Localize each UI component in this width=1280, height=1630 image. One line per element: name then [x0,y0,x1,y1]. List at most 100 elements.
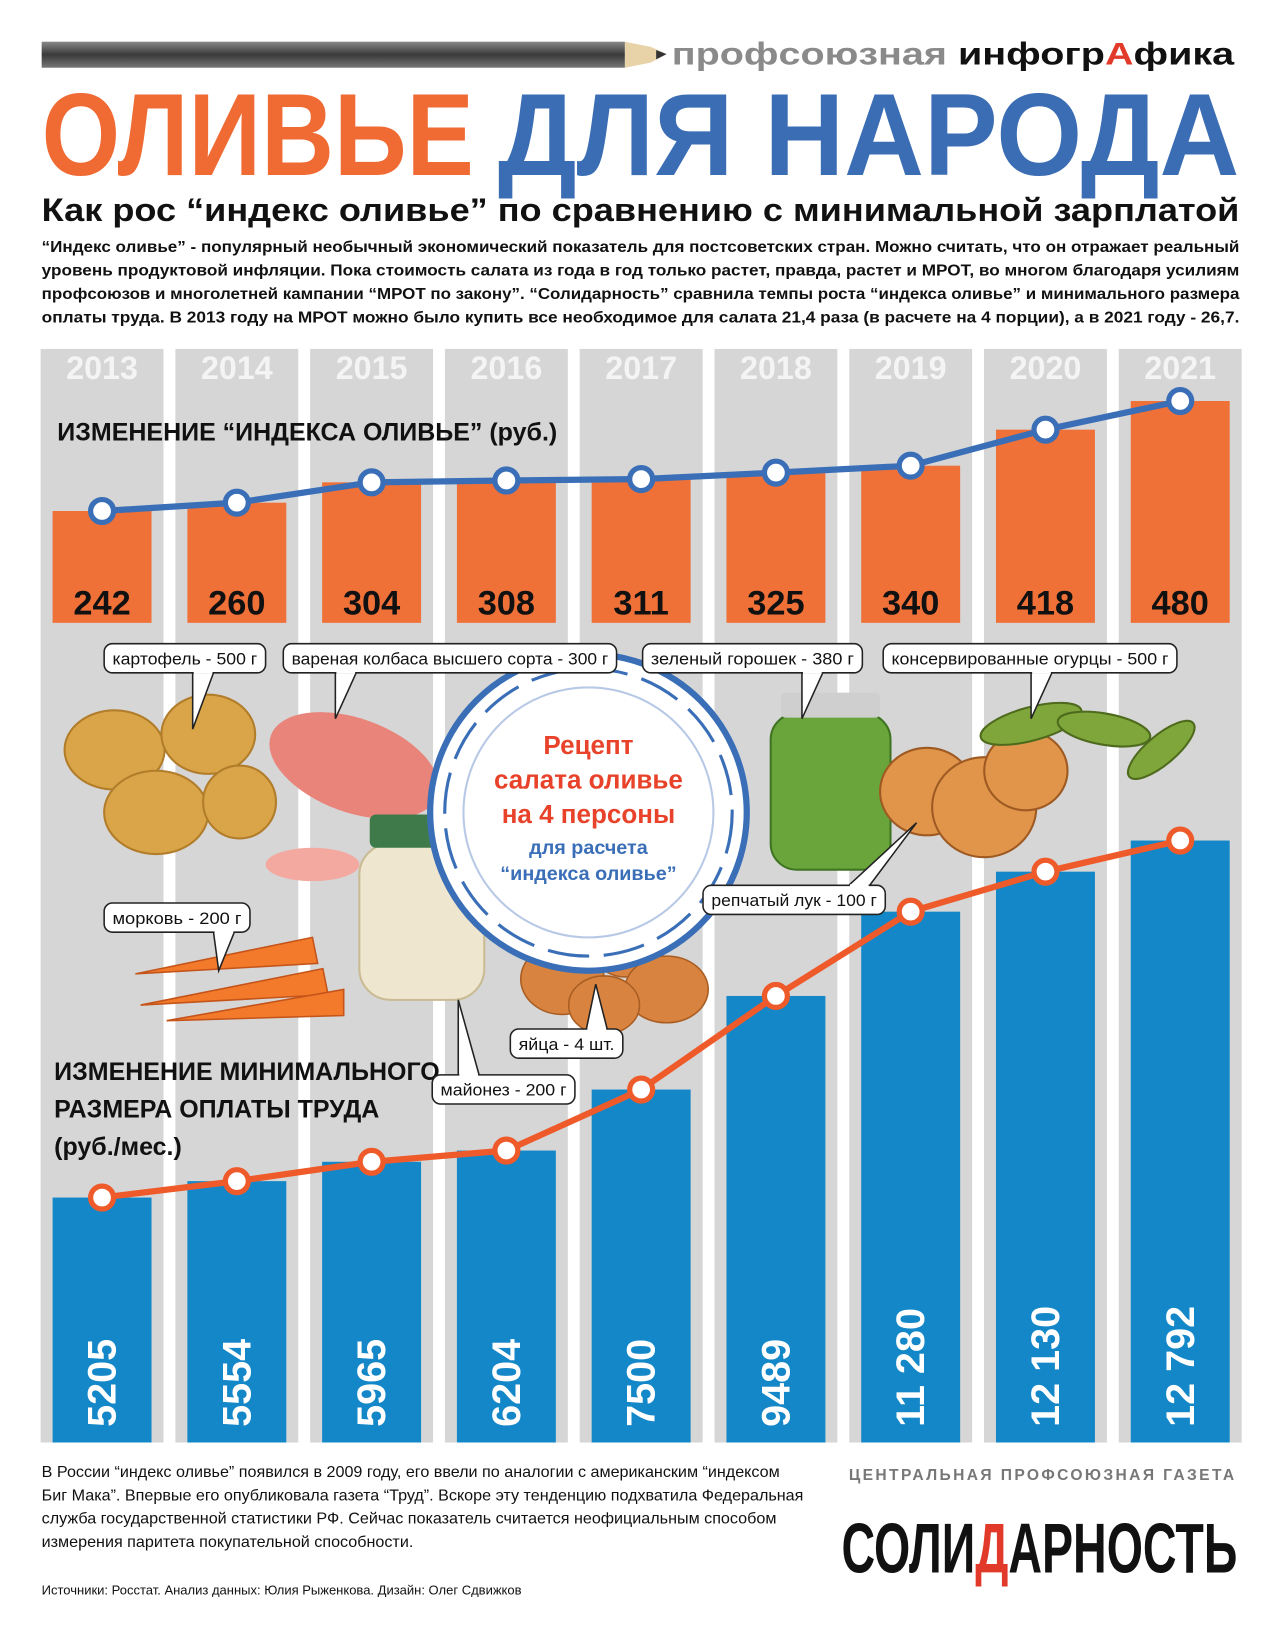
bar [591,479,691,623]
sources: Источники: Росстат. Анализ данных: Юлия … [42,1583,522,1598]
callout-label: зеленый горошек - 380 г [651,650,854,669]
bar [1130,401,1230,623]
point [1166,826,1195,855]
x-tick-label: 2021 [1144,350,1216,386]
callout-label: репчатый лук - 100 г [711,891,877,910]
value-label: 304 [343,585,400,623]
intro-line: “Индекс оливье” - популярный необычный э… [42,239,1240,256]
value-label: 9489 [754,1339,798,1427]
newspaper-name: СОЛИДАРНОСТЬ [842,1510,1238,1589]
bar [861,911,961,1443]
value-label: 12 792 [1159,1306,1203,1427]
title-part: ОЛИВЬЕ [42,69,474,200]
footer: В России “индекс оливье” появился в 2009… [42,1463,804,1598]
callout-box [702,884,887,916]
callout-label: морковь - 200 г [112,909,241,928]
callout-box [509,1028,624,1059]
intro: “Индекс оливье” - популярный необычный э… [42,239,1240,326]
point [492,1136,521,1165]
value-label: 340 [882,585,939,623]
name-part: Д [975,1510,1008,1589]
series-label: ИЗМЕНЕНИЕ МИНИМАЛЬНОГО РАЗМЕРА ОПЛАТЫ ТРУ… [54,1058,440,1161]
bar [726,995,826,1443]
recipe-line: Рецепт [543,730,633,760]
callout-box [103,642,267,674]
callout-box [431,1074,576,1105]
callout-cover [214,930,234,934]
footer-note-line: Биг Мака”. Впервые его опубликовала газе… [42,1486,804,1504]
x-tick-label: 2017 [605,350,677,386]
point [1166,386,1195,416]
x-tick-label: 2018 [740,350,812,386]
value-label: 480 [1152,585,1209,623]
value-label: 7500 [620,1339,664,1427]
point [492,466,521,495]
point [357,1147,386,1176]
pickles [979,701,1196,780]
callout-cover [1032,670,1051,674]
intro-line: профсоюзов и многолетней кампании “МРОТ … [42,286,1240,303]
point [896,897,925,926]
peas [769,692,892,871]
callout-box [103,902,251,933]
point [761,981,790,1011]
bar [1130,840,1230,1443]
value-label: 311 [613,585,668,623]
callout-cover [336,670,356,674]
callout-cover [193,670,213,674]
brand-part: фика [1134,37,1235,72]
title-part: ДЛЯ НАРОДА [498,69,1240,200]
x-tick-label: 2014 [201,350,273,386]
footer-note-line: В России “индекс оливье” появился в 2009… [42,1463,780,1481]
point [761,458,790,487]
plate: Рецепт салата оливье на 4 персоны для ра… [427,650,750,974]
bar [52,1197,152,1443]
sausage [265,712,439,882]
bar [322,1161,422,1443]
bar [726,472,826,623]
callout-cover [802,670,822,674]
name-part: АРНОСТЬ [1008,1510,1237,1589]
pencil-tip [624,41,667,68]
callout-label: консервированные огурцы - 500 г [892,650,1169,669]
point [627,1075,656,1104]
callout-label: картофель - 500 г [112,650,257,669]
brand-part: А [1105,37,1134,72]
value-label: 6204 [485,1339,529,1427]
bar [591,1089,691,1443]
point [88,1183,117,1212]
callout-label: майонез - 200 г [441,1081,567,1100]
value-label: 12 130 [1024,1306,1068,1427]
bar [322,482,422,623]
point [627,465,656,494]
point [357,468,386,497]
x-tick-label: 2013 [66,350,138,386]
callout-label: вареная колбаса высшего сорта - 300 г [292,650,609,669]
bar [456,1150,556,1443]
bar [187,502,287,623]
value-label: 242 [73,585,130,623]
point [1031,415,1060,444]
eggs [519,897,709,1036]
value-label: 308 [478,585,535,623]
callout-box [641,642,864,674]
point [222,488,251,517]
bar [995,429,1095,623]
callout-cover [459,1073,479,1077]
x-tick-label: 2016 [470,350,542,386]
intro-line: оплаты труда. В 2013 году на МРОТ можно … [42,309,1240,326]
point [1031,857,1060,886]
subtitle: Как рос “индекс оливье” по сравнению с м… [42,192,1240,228]
value-label: 325 [747,585,804,623]
bar [861,465,961,623]
value-label: 11 280 [889,1308,933,1427]
onions [879,730,1069,859]
brand-part: профсоюзная [672,37,947,72]
point [222,1167,251,1196]
footer-note-line: измерения паритета покупательной способн… [42,1533,414,1551]
value-label: 418 [1017,585,1074,623]
callout-box [282,642,618,674]
